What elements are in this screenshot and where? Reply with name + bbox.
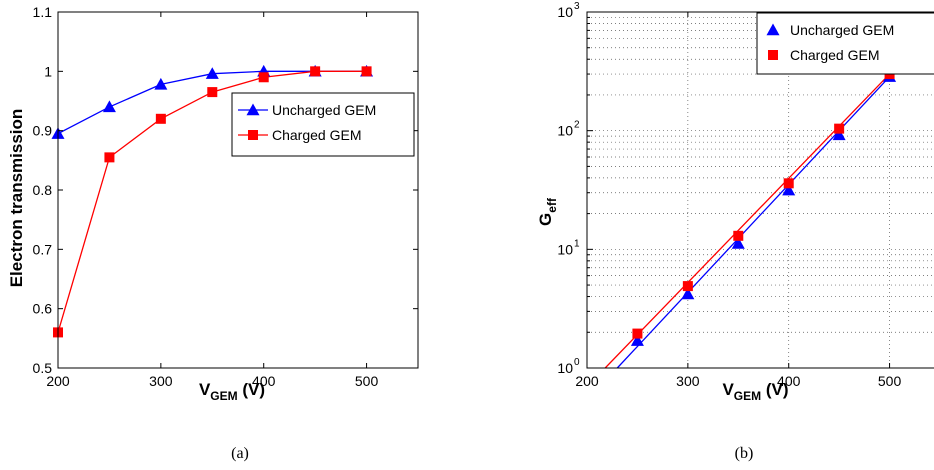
chart-b-plot-frame <box>586 11 934 369</box>
y-tick-exponent: 1 <box>574 238 580 249</box>
chart-b-markers <box>630 69 897 346</box>
series-line-uncharged <box>616 76 891 369</box>
data-point-uncharged <box>102 100 116 113</box>
y-tick-label: 0.9 <box>33 123 53 139</box>
data-point-uncharged <box>681 287 695 300</box>
x-tick-label: 500 <box>355 373 379 389</box>
x-tick-label: 500 <box>878 373 902 389</box>
legend-marker <box>248 130 258 140</box>
chart-a: 200 300 400 500 0.5 0.6 0.7 0.8 0.9 1 1.1 VGEM (V)… <box>7 4 419 462</box>
y-tick-exponent: 3 <box>574 1 580 12</box>
x-tick-label: 400 <box>252 373 276 389</box>
data-point-uncharged <box>832 128 846 141</box>
data-point-charged <box>104 152 115 163</box>
y-tick-label: 10 <box>557 241 573 257</box>
y-tick-label: 10 <box>557 123 573 139</box>
legend-label: Charged GEM <box>272 127 361 143</box>
x-tick-label: 200 <box>46 373 70 389</box>
x-tick-label: 300 <box>676 373 700 389</box>
legend-box <box>756 12 934 75</box>
legend-marker <box>246 103 260 116</box>
data-point-charged <box>258 72 269 83</box>
y-tick-label: 0.7 <box>33 241 53 257</box>
chart-a-ticks: 200 300 400 500 0.5 0.6 0.7 0.8 0.9 1 1.1 <box>33 4 418 389</box>
chart-a-plot-frame <box>57 11 419 369</box>
data-point-charged <box>834 123 845 134</box>
chart-a-legend: Uncharged GEM Charged GEM <box>231 92 415 157</box>
x-tick-label: 400 <box>777 373 801 389</box>
data-point-uncharged <box>731 236 745 249</box>
x-tick-label: 300 <box>149 373 173 389</box>
x-tick-label: 200 <box>575 373 599 389</box>
legend-label: Charged GEM <box>790 47 879 63</box>
chart-a-y-axis-label: Electron transmission <box>7 109 26 288</box>
legend-label: Uncharged GEM <box>790 22 894 38</box>
y-tick-exponent: 0 <box>574 357 580 368</box>
chart-b-lines <box>604 73 891 369</box>
data-point-charged <box>361 66 372 77</box>
chart-b-x-axis-label: VGEM (V) <box>722 380 788 403</box>
data-point-uncharged <box>782 183 796 196</box>
data-point-charged <box>733 230 744 241</box>
y-tick-label: 10 <box>557 4 573 20</box>
chart-a-caption: (a) <box>231 445 249 462</box>
legend-marker <box>768 50 778 60</box>
y-tick-label: 1 <box>44 63 52 79</box>
y-tick-label: 0.6 <box>33 301 53 317</box>
y-tick-label: 0.8 <box>33 182 53 198</box>
data-point-charged <box>783 178 794 189</box>
chart-a-x-axis-label: VGEM (V) <box>199 380 265 403</box>
y-tick-exponent: 2 <box>574 120 580 131</box>
data-point-uncharged <box>630 334 644 346</box>
data-point-charged <box>632 328 643 339</box>
chart-b-legend: Uncharged GEM Charged GEM <box>756 12 934 75</box>
legend-label: Uncharged GEM <box>272 102 376 118</box>
data-point-uncharged <box>205 67 219 79</box>
chart-b-caption: (b) <box>735 445 754 462</box>
chart-b-y-axis-label: Geff <box>536 197 559 226</box>
data-point-charged <box>310 66 321 77</box>
y-tick-label: 1.1 <box>33 4 53 20</box>
data-point-charged <box>207 87 218 98</box>
data-point-uncharged <box>154 77 168 90</box>
legend-marker <box>766 23 780 36</box>
data-point-charged <box>155 113 166 124</box>
y-tick-label: 10 <box>557 360 573 376</box>
data-point-charged <box>682 281 693 292</box>
y-tick-label: 0.5 <box>33 360 53 376</box>
series-line-charged <box>604 73 891 369</box>
legend-box <box>231 92 415 157</box>
